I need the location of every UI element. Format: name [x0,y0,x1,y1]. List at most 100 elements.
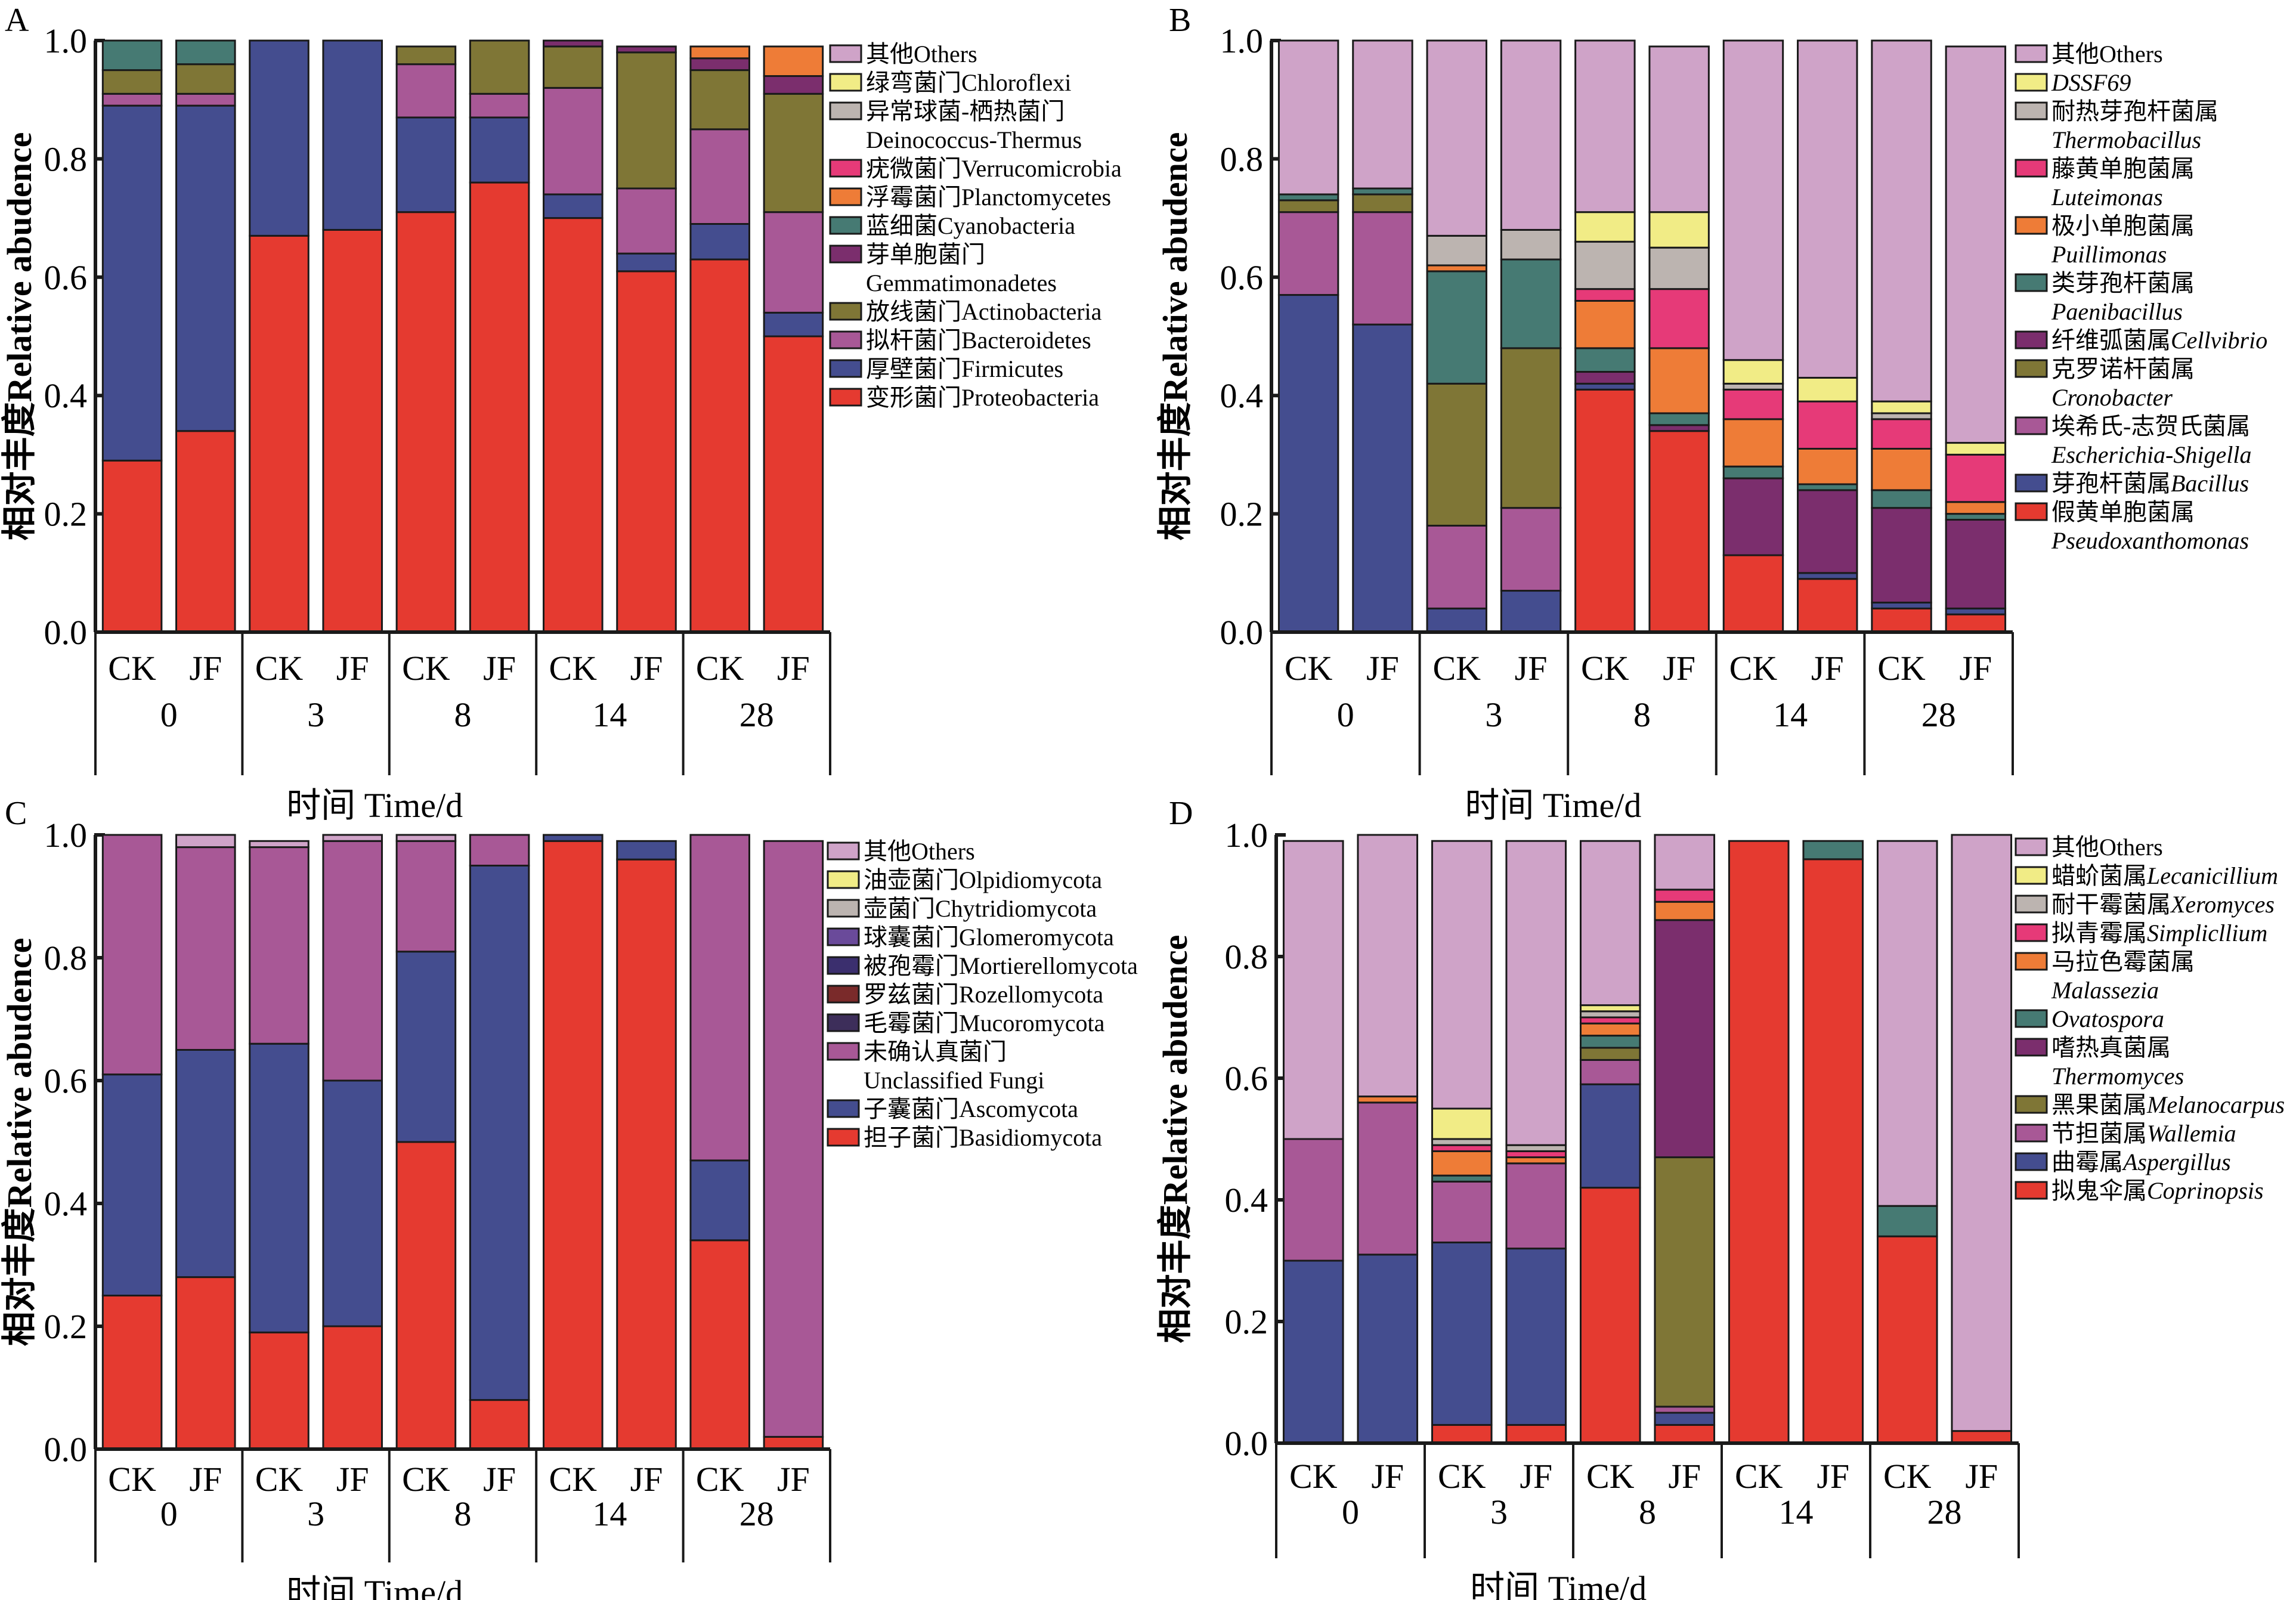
legend-swatch [2015,866,2048,885]
bar-segment [322,840,383,1082]
bar-segment [543,217,604,633]
x-category-label: JF [1520,1457,1552,1496]
bar-segment [689,57,750,72]
legend-label: 马拉色霉菌属 [2051,948,2195,975]
y-tick-label: 0.2 [1225,1302,1268,1341]
bar-segment [1352,39,1413,190]
legend-label: 罗兹菌门Rozellomycota [864,981,1103,1008]
y-tick-label: 0.0 [1225,1424,1268,1463]
bar-segment [1654,900,1716,921]
legend-label: 浮霉菌门Planctomycetes [866,184,1111,211]
legend: 其他OthersDSSF69耐热芽孢杆菌属Thermobacillus藤黄单胞菌… [2015,41,2267,554]
bar-segment [395,116,457,213]
bar-segment [689,1159,750,1242]
bar-segment [763,92,824,213]
bar-segment [1505,840,1567,1146]
legend-label-latin: Malassezia [2051,977,2159,1004]
x-day-label: 0 [160,1494,178,1533]
x-day-label: 3 [307,695,324,734]
bar-segment [1871,607,1932,633]
x-category-label: CK [1438,1457,1486,1496]
bar-segment [763,840,824,1438]
legend-label-cn: 克罗诺杆菌属 [2051,355,2195,382]
x-category-label: CK [1432,649,1481,688]
bar-segment [101,92,163,107]
legend-item: 罗兹菌门Rozellomycota [827,981,1103,1008]
y-tick-label: 0.2 [1220,495,1264,534]
legend-label-genus: Aspergillus [2121,1149,2231,1175]
legend-label-cn: 油壶菌门Olpidiomycota [864,866,1102,893]
bar-segment [395,45,457,66]
legend-label: 异常球菌-栖热菌门 [866,98,1065,125]
bar-segment [689,69,750,131]
bar-segment [1579,1047,1641,1061]
legend-label-latin: Thermomyces [2051,1063,2184,1090]
bar-segment [249,846,310,1045]
bar-segment [1574,299,1636,349]
bar-segment [1357,1101,1419,1256]
legend-label-latin: Deinococcus-Thermus [866,126,1082,153]
chart-panel-c: C 0.0 0.2 0.4 0.6 0.8 1.0 相对丰度Relative abudence… [0,795,1138,1600]
legend-label-genus: DSSF69 [2051,69,2131,96]
bar-segment [322,834,383,842]
legend-swatch [2015,273,2048,292]
bar-segment [616,858,677,1450]
legend-label: 曲霉属Aspergillus [2051,1149,2231,1175]
legend-item: 拟杆菌门Bacteroidetes [829,327,1091,354]
legend-label: 埃希氏-志贺氏菌属 [2051,413,2250,440]
x-day-label: 8 [454,1494,472,1533]
legend-item: 拟青霉属Simplicllium [2015,920,2267,946]
legend-item: 子囊菌门Ascomycota [827,1095,1078,1122]
legend-label-cn: 变形菌门Proteobacteria [866,384,1099,411]
bar-segment [543,45,604,89]
y-tick-label: 0.6 [44,1061,88,1100]
bar-segment [1574,388,1636,633]
legend-label-cn: 马拉色霉菌属 [2051,948,2195,975]
x-category-label: CK [1285,649,1333,688]
panel-letter: C [5,795,27,832]
legend-swatch [2015,101,2048,120]
x-category-label: JF [1371,1457,1404,1496]
legend-item: 放线菌门Actinobacteria [829,298,1102,325]
legend-label: 耐干霉菌属Xeromyces [2051,891,2275,918]
bar-segment [395,951,457,1143]
bar-segment [101,1295,163,1450]
legend-label: 极小单胞菌属 [2051,212,2195,239]
legend-item: 球囊菌门Glomeromycota [827,924,1114,951]
legend-label: 变形菌门Proteobacteria [866,384,1099,411]
x-category-label: JF [483,1460,516,1499]
bar-segment [175,92,236,107]
legend-label-cn: 球囊菌门Glomeromycota [864,924,1114,951]
bar-segment [101,834,163,1076]
bar-segment [1728,840,1790,1444]
bar-segment [1648,211,1710,249]
bar-segment [1654,1423,1716,1444]
legend-swatch [829,159,862,178]
y-tick-label: 0.6 [1220,258,1264,297]
x-category-label: CK [108,649,156,688]
bar-segment [1654,1406,1716,1414]
legend-label: 芽孢杆菌属Bacillus [2051,470,2249,497]
x-category-label: JF [1668,1457,1701,1496]
legend-swatch [827,956,860,975]
x-day-label: 0 [160,695,178,734]
bar-segment [1426,382,1487,527]
bar-segment [249,840,310,849]
bar-segment [1505,1144,1567,1152]
legend-swatch [2015,1152,2048,1171]
legend-label-cn: 厚壁菌门Firmicutes [866,355,1063,382]
x-day-label: 28 [739,695,774,734]
bar-segment [1500,228,1562,261]
legend-item: 壶菌门Chytridiomycota [827,895,1097,922]
x-category-label: CK [1883,1457,1932,1496]
legend-item: 变形菌门Proteobacteria [829,384,1099,411]
legend-swatch [2015,502,2048,521]
y-tick-label: 0.8 [1225,937,1268,976]
legend-label-genus: Lecanicillium [2146,862,2278,889]
legend-label: 黑果菌属Melanocarpus [2051,1091,2285,1118]
legend-item: 疣微菌门Verrucomicrobia [829,155,1122,182]
bar-segment [1654,1156,1716,1408]
bar-segment [1500,258,1562,349]
